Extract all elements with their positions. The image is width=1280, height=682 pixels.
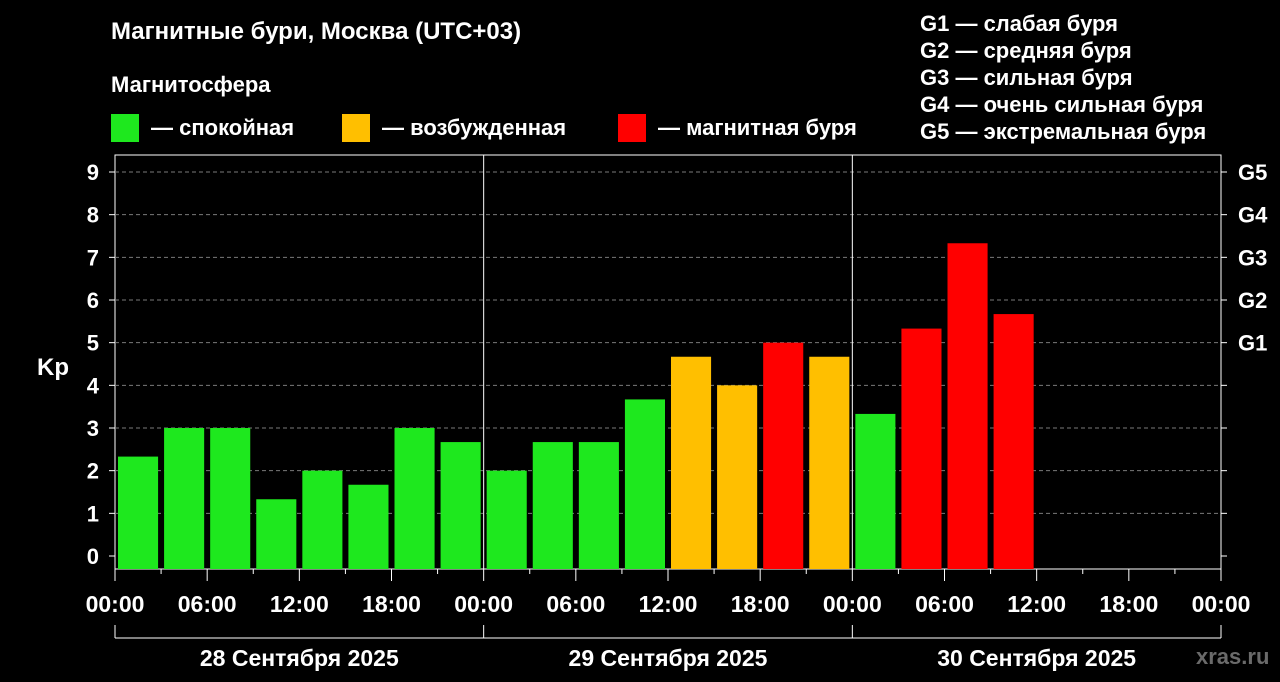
bar: [809, 356, 850, 569]
g-level-label: G4: [1238, 203, 1268, 228]
bar: [440, 442, 481, 569]
bar: [671, 356, 712, 569]
legend-swatch-calm: [111, 114, 139, 142]
g-scale-legend: G1 — слабая буря G2 — средняя буря G3 — …: [920, 10, 1206, 145]
x-tick-label: 06:00: [178, 591, 237, 617]
g-scale-item: G4 — очень сильная буря: [920, 92, 1204, 117]
bar: [578, 442, 619, 569]
bar: [302, 470, 343, 569]
y-tick-label: 4: [87, 373, 100, 398]
y-tick-label: 6: [87, 288, 99, 313]
day-label: 30 Сентября 2025: [937, 645, 1136, 671]
y-tick-label: 7: [87, 245, 99, 270]
bar: [348, 484, 389, 569]
bar: [118, 456, 159, 569]
legend-heading: Магнитосфера: [111, 72, 271, 97]
legend-item-calm: — спокойная: [111, 114, 294, 142]
bar: [164, 428, 205, 569]
bar: [947, 243, 988, 569]
x-tick-label: 12:00: [270, 591, 329, 617]
x-tick-label: 00:00: [86, 591, 145, 617]
x-tick-label: 06:00: [915, 591, 974, 617]
bar: [993, 314, 1034, 569]
bar: [763, 342, 804, 569]
chart-title: Магнитные бури, Москва (UTC+03): [111, 18, 522, 45]
y-tick-label: 3: [87, 416, 99, 441]
g-level-label: G1: [1238, 331, 1267, 356]
y-axis-label: Kp: [37, 354, 69, 381]
x-tick-label: 18:00: [731, 591, 790, 617]
y-tick-label: 1: [87, 501, 99, 526]
x-tick-label: 06:00: [546, 591, 605, 617]
x-tick-label: 18:00: [362, 591, 421, 617]
legend-swatch-excited: [342, 114, 370, 142]
bar: [256, 499, 297, 569]
bar: [855, 413, 896, 569]
x-tick-label: 12:00: [639, 591, 698, 617]
day-label: 29 Сентября 2025: [569, 645, 768, 671]
x-tick-label: 18:00: [1099, 591, 1158, 617]
x-tick-label: 00:00: [454, 591, 513, 617]
x-tick-label: 00:00: [823, 591, 882, 617]
y-tick-label: 8: [87, 203, 99, 228]
bar: [394, 428, 435, 569]
bar: [532, 442, 573, 569]
legend-item-excited: — возбужденная: [342, 114, 566, 142]
bar: [486, 470, 527, 569]
g-scale-item: G5 — экстремальная буря: [920, 119, 1207, 144]
legend-swatch-storm: [618, 114, 646, 142]
bar: [717, 385, 758, 569]
bar: [901, 328, 942, 569]
g-scale-item: G3 — сильная буря: [920, 65, 1133, 90]
y-tick-label: 9: [87, 160, 99, 185]
legend-label-excited: — возбужденная: [382, 115, 567, 140]
g-level-label: G5: [1238, 160, 1267, 185]
g-level-label: G2: [1238, 288, 1267, 313]
g-level-label: G3: [1238, 245, 1267, 270]
bar: [210, 428, 251, 569]
g-scale-item: G2 — средняя буря: [920, 38, 1132, 63]
legend-label-calm: — спокойная: [151, 115, 295, 140]
y-tick-label: 2: [87, 459, 99, 484]
g-scale-item: G1 — слабая буря: [920, 11, 1119, 36]
legend-label-storm: — магнитная буря: [658, 115, 857, 140]
legend-item-storm: — магнитная буря: [618, 114, 857, 142]
x-tick-label: 12:00: [1007, 591, 1066, 617]
bar: [624, 399, 665, 569]
x-tick-label: 00:00: [1192, 591, 1251, 617]
day-label: 28 Сентября 2025: [200, 645, 399, 671]
y-tick-label: 0: [87, 544, 99, 569]
watermark: xras.ru: [1196, 644, 1270, 669]
y-tick-label: 5: [87, 331, 99, 356]
